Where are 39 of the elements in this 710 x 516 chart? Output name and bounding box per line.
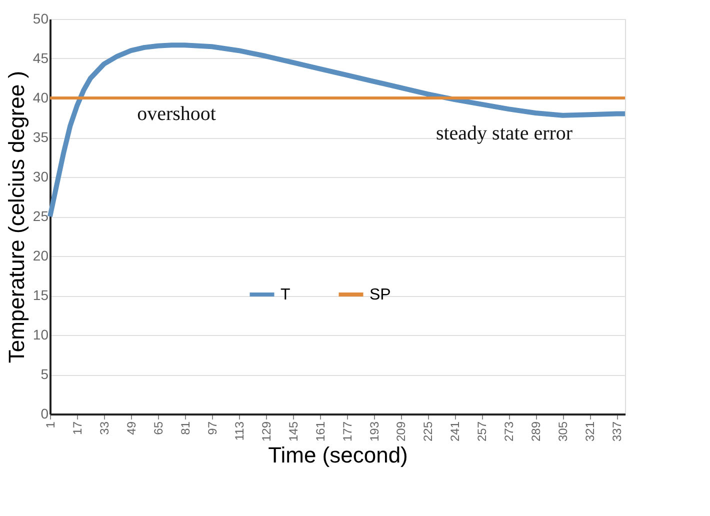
x-tick-label: 209 <box>394 421 408 442</box>
y-tick-label: 35 <box>32 129 49 145</box>
x-tick-label: 257 <box>475 421 490 442</box>
legend-label: T <box>280 286 290 304</box>
x-tick-label: 129 <box>259 421 274 442</box>
x-tick-label: 161 <box>313 421 328 442</box>
y-tick-label: 30 <box>32 168 49 184</box>
x-tick-label: 33 <box>97 421 112 435</box>
y-tick-label: 10 <box>32 326 49 342</box>
legend-label: SP <box>370 286 391 304</box>
y-axis-title: Temperature (celcius degree ) <box>4 70 29 364</box>
y-tick-label: 20 <box>32 248 49 264</box>
y-tick-label: 50 <box>32 10 49 26</box>
annotation: steady state error <box>436 122 573 145</box>
x-tick-label: 305 <box>556 421 570 442</box>
x-tick-label: 81 <box>178 421 192 435</box>
x-tick-label: 225 <box>421 421 436 442</box>
y-tick-label: 15 <box>32 287 49 303</box>
x-tick-label: 97 <box>205 421 220 435</box>
x-tick-label: 145 <box>286 421 300 442</box>
x-tick-label: 17 <box>70 421 84 435</box>
annotation: overshoot <box>137 102 216 125</box>
y-tick-label: 0 <box>40 406 49 422</box>
x-tick-label: 49 <box>124 421 138 435</box>
x-tick-label: 321 <box>583 421 598 442</box>
y-tick-label: 40 <box>32 90 49 106</box>
x-tick-label: 289 <box>529 421 544 442</box>
x-tick-label: 273 <box>502 421 516 442</box>
y-tick-label: 5 <box>40 366 49 382</box>
x-tick-label: 1 <box>44 421 58 428</box>
x-tick-label: 337 <box>610 421 624 442</box>
x-tick-label: 113 <box>232 421 246 441</box>
x-tick-label: 193 <box>367 421 382 442</box>
x-axis-title: Time (second) <box>268 442 408 468</box>
x-tick-label: 65 <box>151 421 166 435</box>
x-tick-label: 241 <box>448 421 462 442</box>
y-tick-label: 45 <box>32 50 49 66</box>
x-tick-label: 177 <box>340 421 354 442</box>
y-tick-label: 25 <box>32 208 49 224</box>
